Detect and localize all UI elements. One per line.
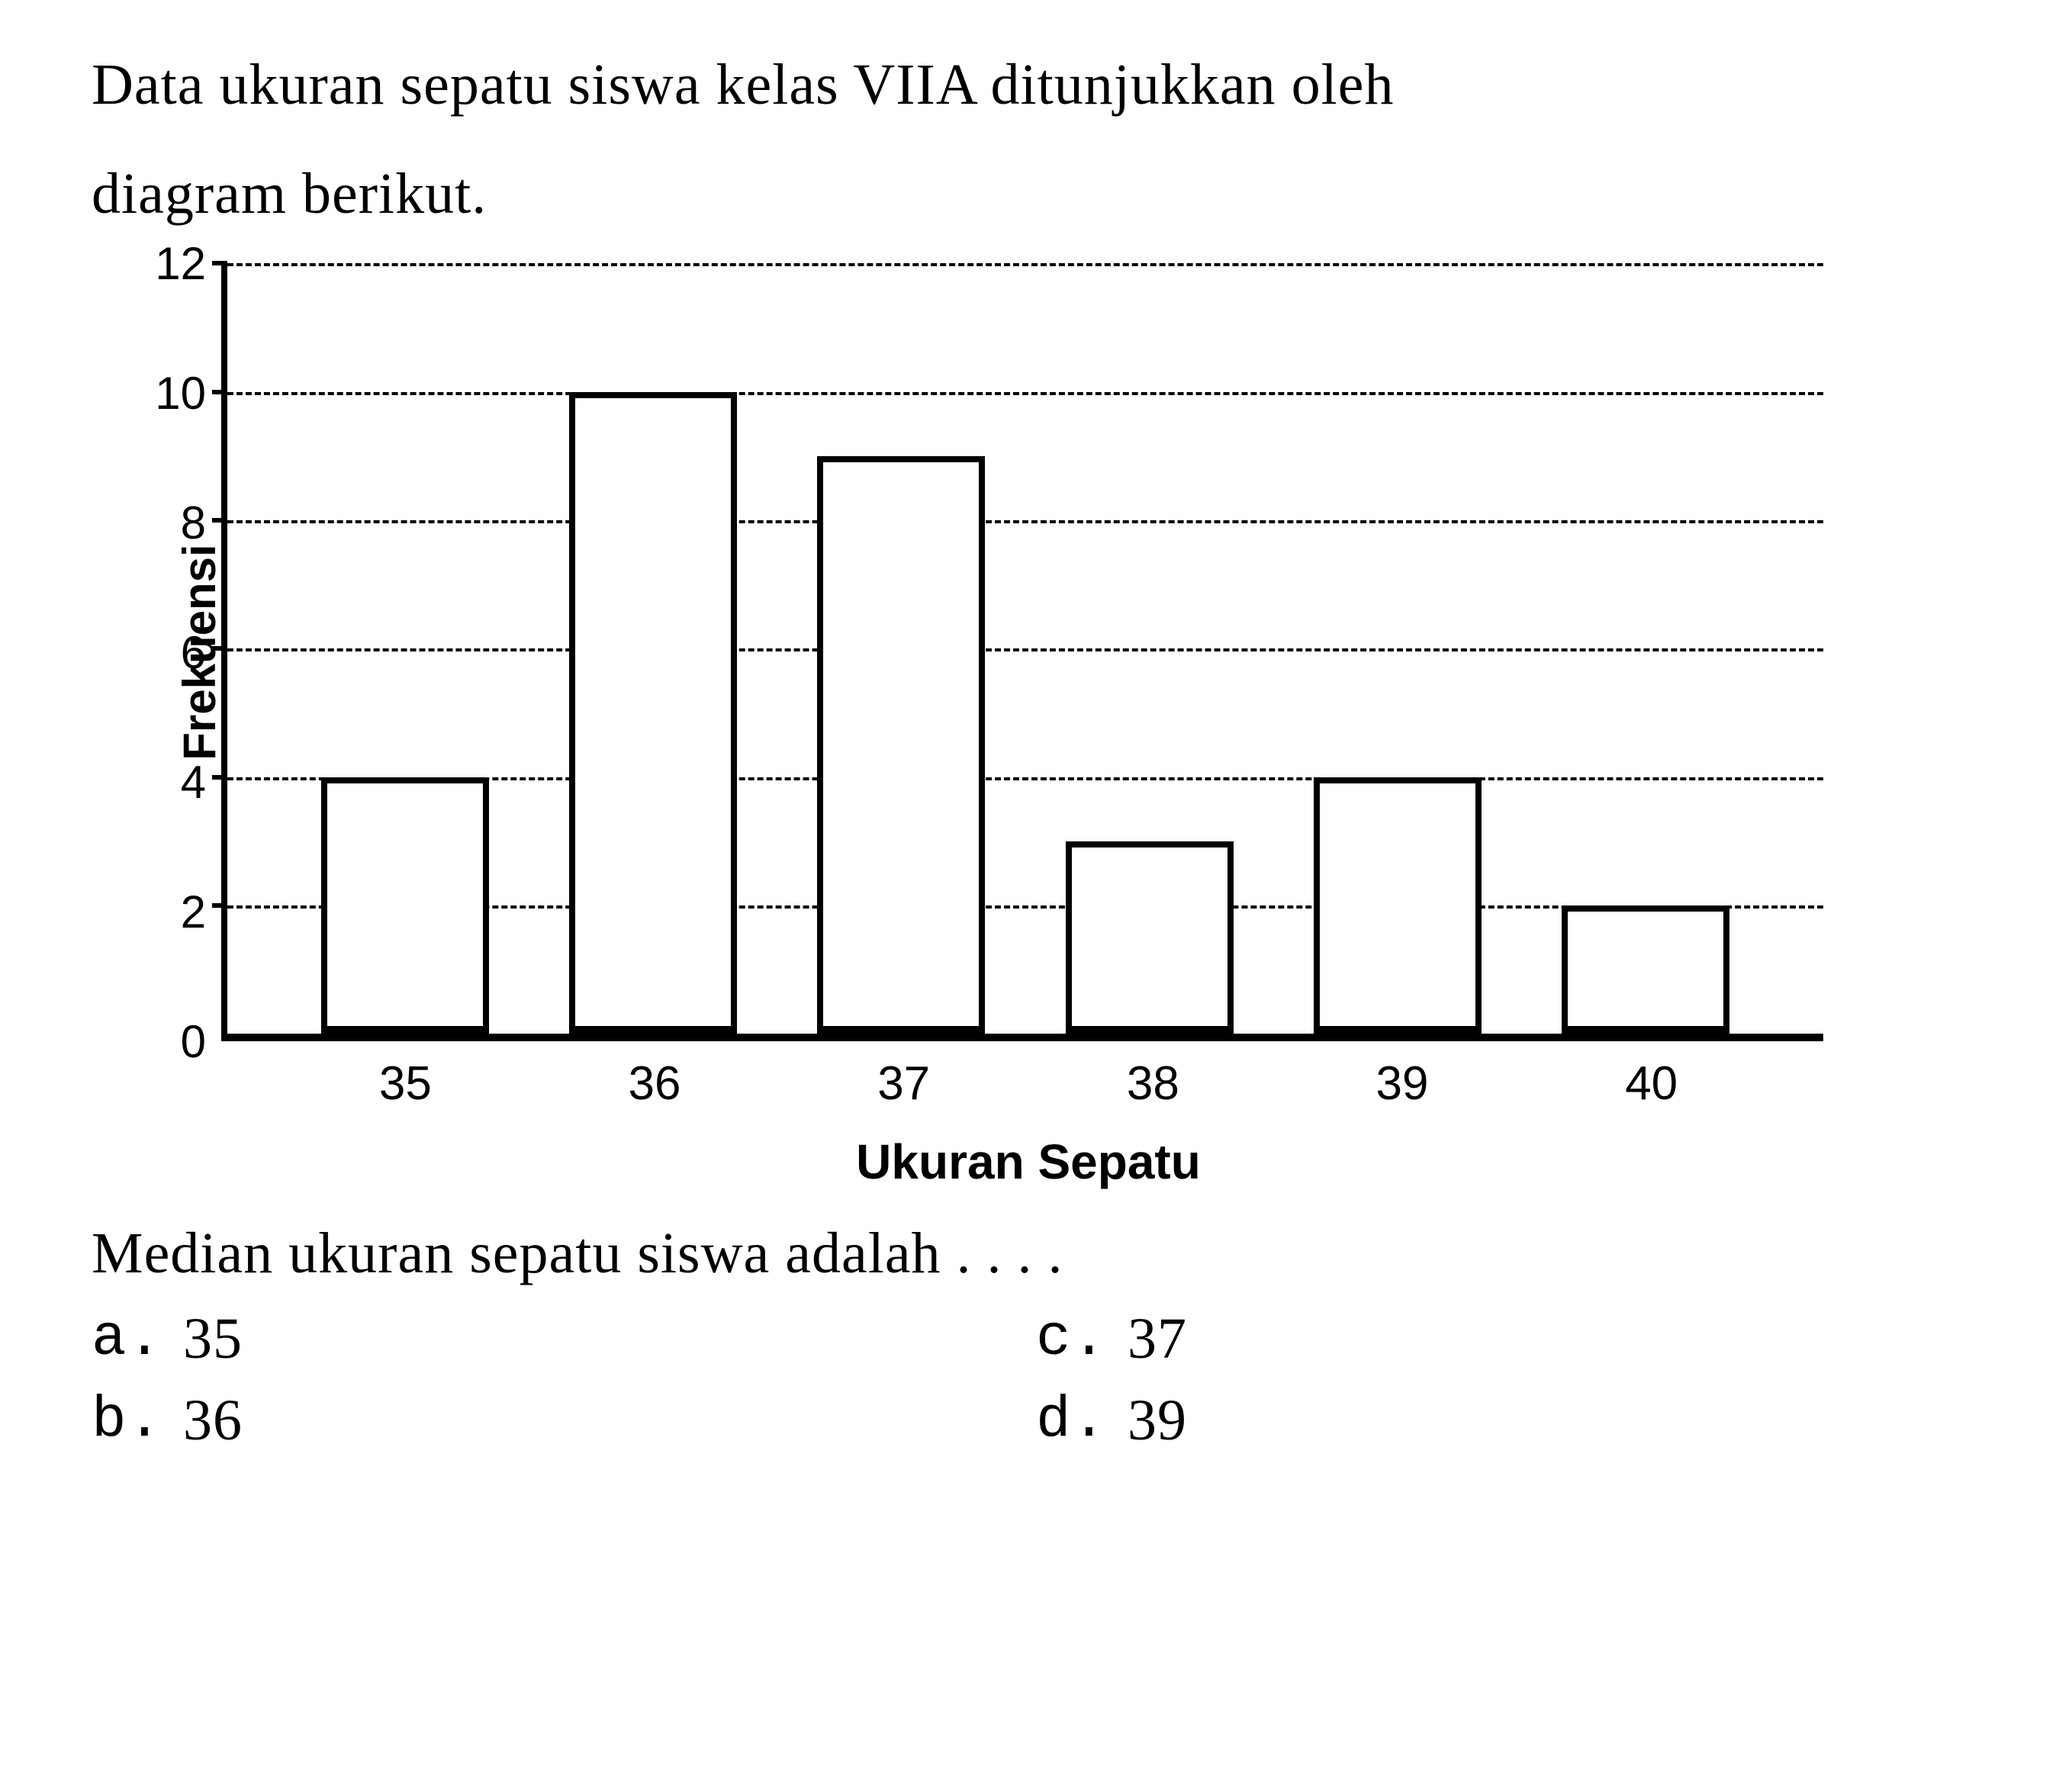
option-c[interactable]: c. 37 [1036, 1306, 1980, 1372]
x-tick-label: 37 [779, 1041, 1028, 1111]
x-tick-label: 39 [1278, 1041, 1527, 1111]
x-tick-label: 40 [1527, 1041, 1776, 1111]
bar-36 [569, 392, 737, 1034]
option-value: 36 [183, 1388, 243, 1454]
y-tick-mark [212, 646, 227, 651]
y-tick-mark [212, 390, 227, 394]
y-axis-label: Frekuensi [173, 544, 226, 760]
y-tick-label: 0 [137, 1015, 206, 1068]
option-value: 37 [1128, 1306, 1187, 1372]
y-tick-mark [212, 261, 227, 265]
question-container: Data ukuran sepatu siswa kelas VIIA ditu… [92, 46, 1980, 233]
bar-37 [817, 456, 985, 1034]
x-axis: 35 36 37 38 39 40 [227, 1041, 1829, 1111]
y-tick-label: 8 [137, 497, 206, 549]
bar-38 [1066, 841, 1234, 1034]
y-tick-mark [212, 775, 227, 780]
bar-40 [1562, 905, 1729, 1034]
bar-39 [1314, 777, 1482, 1034]
y-tick-label: 2 [137, 886, 206, 938]
y-tick-label: 4 [137, 756, 206, 809]
x-axis-label: Ukuran Sepatu [227, 1134, 1829, 1190]
option-value: 35 [183, 1306, 243, 1372]
option-letter: d. [1036, 1388, 1128, 1454]
median-question: Median ukuran sepatu siswa adalah . . . … [92, 1221, 1980, 1287]
bars-container [227, 263, 1823, 1034]
x-tick-label: 38 [1028, 1041, 1278, 1111]
question-line-1: Data ukuran sepatu siswa kelas VIIA ditu… [92, 46, 1980, 124]
plot-area [221, 263, 1823, 1041]
option-letter: a. [92, 1306, 183, 1372]
x-tick-label: 36 [530, 1041, 780, 1111]
bar-chart: Frekuensi 12 10 8 6 4 2 0 [137, 263, 1980, 1190]
x-tick-label: 35 [281, 1041, 530, 1111]
option-letter: c. [1036, 1306, 1128, 1372]
option-d[interactable]: d. 39 [1036, 1388, 1980, 1454]
option-letter: b. [92, 1388, 183, 1454]
option-a[interactable]: a. 35 [92, 1306, 1036, 1372]
y-tick-mark [212, 903, 227, 908]
y-tick-mark [212, 518, 227, 523]
option-b[interactable]: b. 36 [92, 1388, 1036, 1454]
answer-options: a. 35 c. 37 b. 36 d. 39 [92, 1306, 1980, 1454]
option-value: 39 [1128, 1388, 1187, 1454]
question-line-2: diagram berikut. [92, 155, 1980, 233]
bar-35 [321, 777, 489, 1034]
y-tick-label: 10 [137, 367, 206, 420]
y-tick-label: 12 [137, 237, 206, 290]
